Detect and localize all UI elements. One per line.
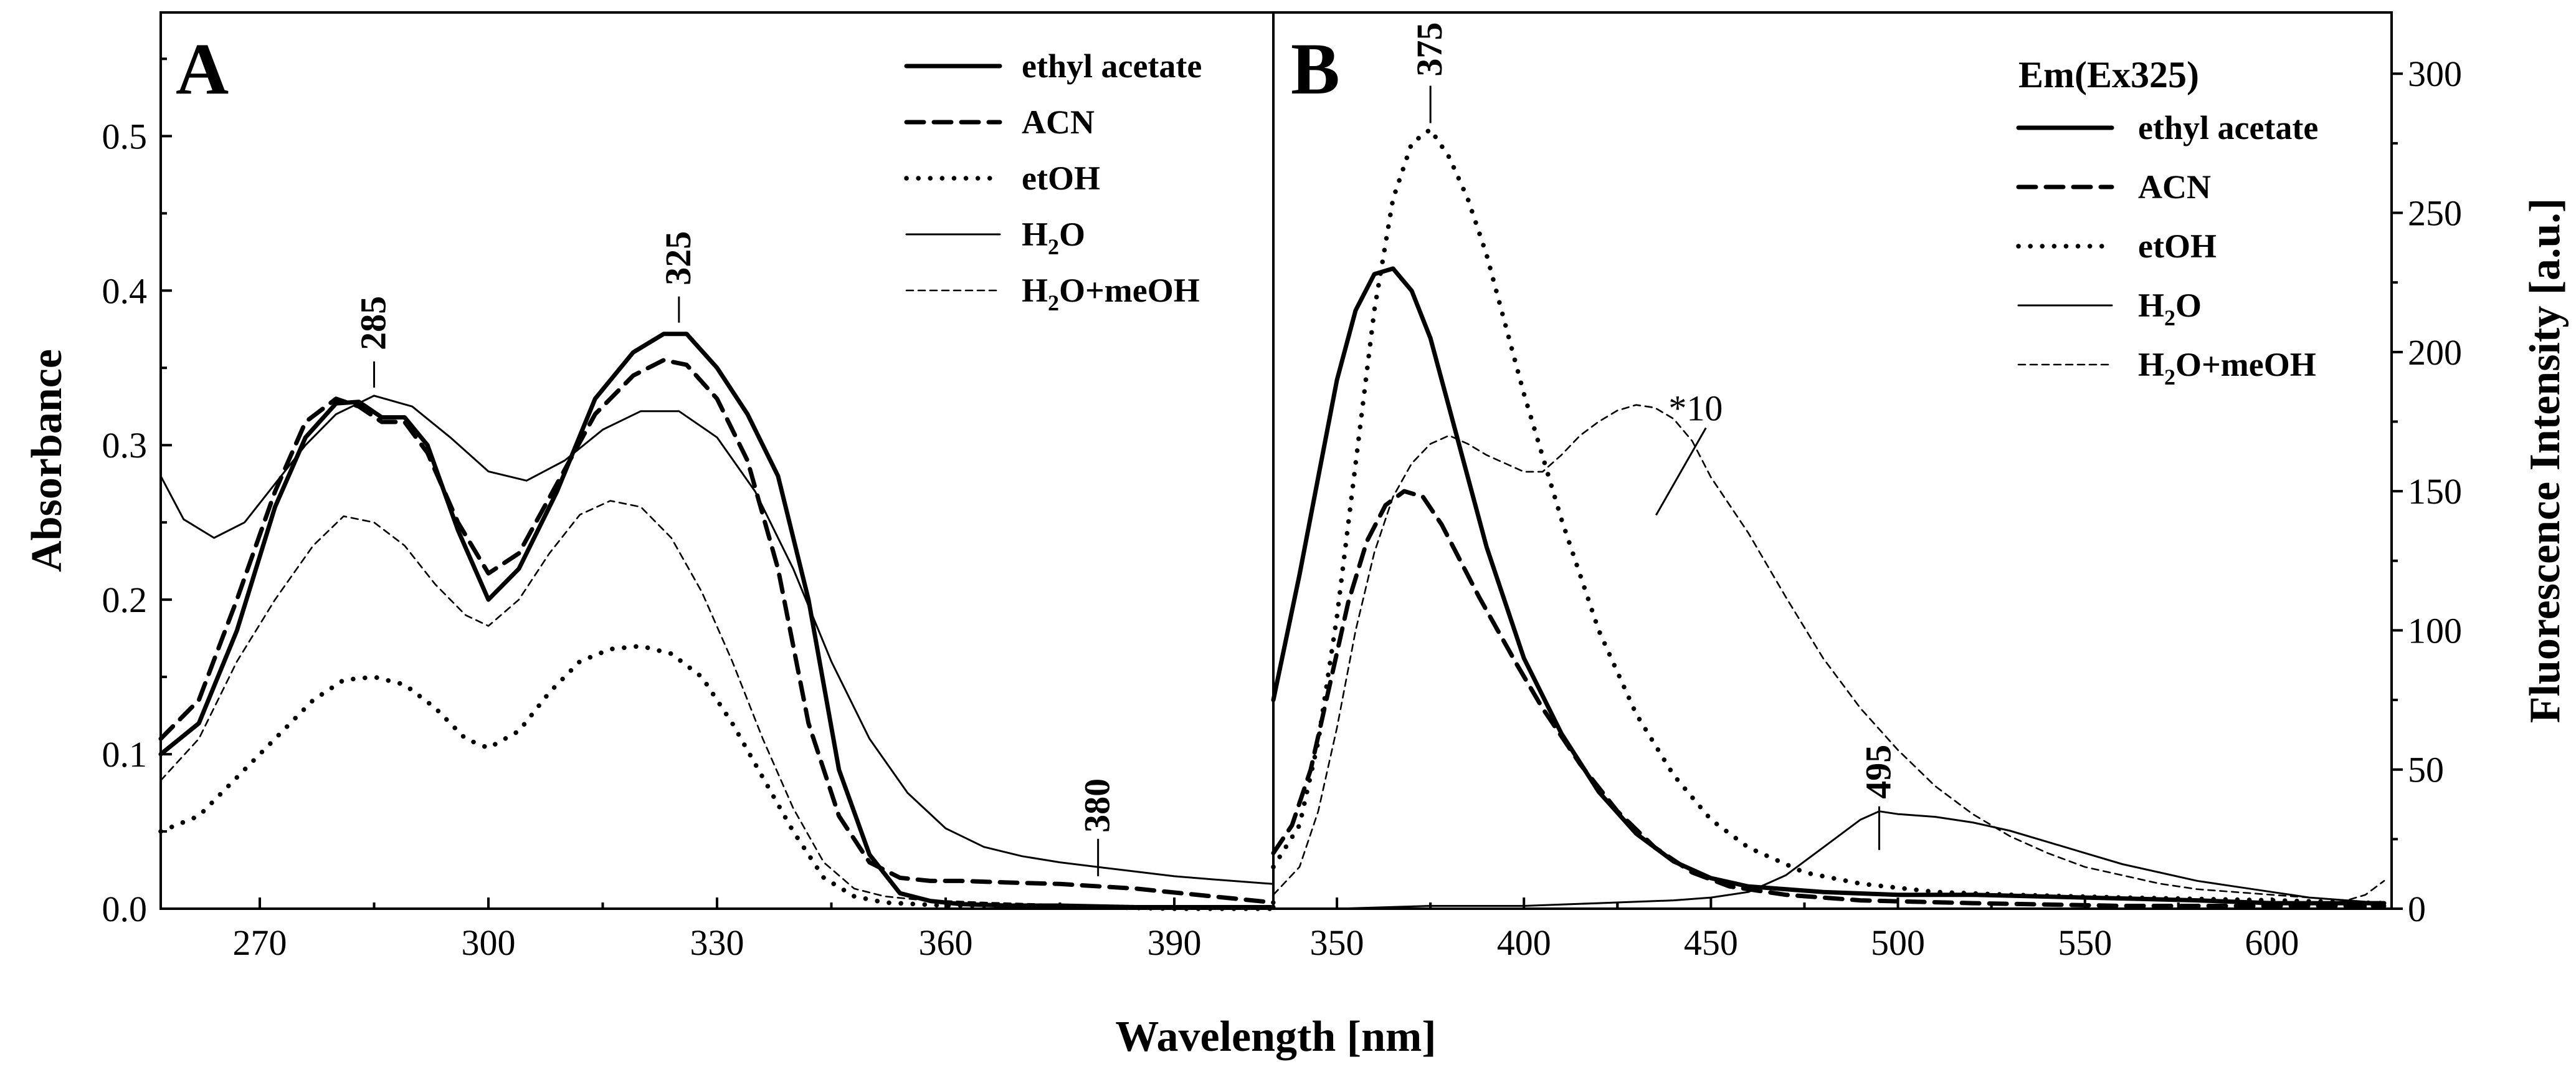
panel-b-plot-frame (1272, 11, 2393, 910)
panel-a-series-h2o-meoh (159, 500, 1275, 910)
panel-b-annotation-leader (1655, 427, 1707, 516)
panel-b-y-tick-label: 0 (2408, 889, 2426, 929)
panel-a-y-axis-title: Absorbance (23, 349, 71, 572)
panel-b-y-tick-label: 250 (2408, 193, 2462, 234)
panel-b-peak-label: 495 (1858, 745, 1899, 799)
panel-b-x-tick-label: 400 (1497, 922, 1551, 963)
panel-b-series-etoh (1271, 127, 2387, 906)
x-axis-title: Wavelength [nm] (1115, 1013, 1436, 1061)
panel-a-letter: A (176, 28, 229, 110)
panel-b-legend-title: Em(Ex325) (2018, 54, 2199, 95)
panel-b-series-group (1271, 127, 2387, 910)
panel-b-y-tick-label: 50 (2408, 750, 2444, 790)
panel-b-legend-label: ethyl acetate (2138, 109, 2318, 146)
panel-b-legend-label: H2O (2138, 287, 2202, 330)
panel-a-legend-label: etOH (1022, 160, 1100, 197)
panel-b-y-tick-label: 300 (2408, 54, 2462, 94)
panel-a-plot-frame (159, 11, 1275, 910)
panel-b-series-h2o-meoh (1272, 404, 2385, 901)
panel-b-legend-label: etOH (2138, 227, 2217, 265)
panel-b-y-tick-label: 150 (2408, 471, 2462, 512)
panel-b-y-tick-label: 200 (2408, 332, 2462, 373)
panel-b-x-tick-label: 450 (1684, 922, 1738, 963)
panel-a-peak-label: 380 (1077, 778, 1118, 833)
panel-b-x-tick-label: 600 (2245, 922, 2299, 963)
panel-a-legend: ethyl acetate ACN etOH H2O H2O+meOH (904, 47, 1202, 315)
panel-a-y-tick-label: 0.3 (102, 425, 148, 466)
panel-a-x-tick-label: 330 (690, 922, 744, 963)
panel-b-legend-label: ACN (2138, 168, 2211, 206)
panel-a-legend-label: H2O (1022, 216, 1085, 259)
panel-a-legend-label: ACN (1022, 103, 1095, 141)
panel-b-letter: B (1291, 28, 1340, 110)
panel-b-x-tick-label: 350 (1310, 922, 1364, 963)
panel-b: 375 495 *10 350 400 450 500 550 600 0 50 100 150 200… (1271, 11, 2569, 963)
panel-b-series-acn (1271, 489, 2387, 908)
panel-a-legend-label: H2O+meOH (1022, 272, 1200, 315)
panel-a-legend-label: ethyl acetate (1022, 47, 1202, 85)
panel-b-legend: Em(Ex325) ethyl acetate ACN etOH H2O H2O+meO… (2016, 54, 2318, 390)
panel-b-x-tick-label: 550 (2058, 922, 2112, 963)
panel-a-series-h2o (159, 395, 1275, 885)
panel-a-y-tick-label: 0.2 (102, 580, 148, 620)
panel-a-y-tick-label: 0.4 (102, 270, 148, 311)
panel-a-peak-label: 325 (658, 231, 698, 285)
panel-a-y-tick-label: 0.5 (102, 116, 148, 156)
panel-a-x-tick-label: 300 (462, 922, 516, 963)
panel-a-peak-label: 285 (353, 296, 394, 350)
panel-b-legend-label: H2O+meOH (2138, 346, 2316, 390)
panel-a-x-tick-label: 360 (918, 922, 972, 963)
panel-a-series-ethyl-acetate (158, 332, 1276, 909)
panel-b-ticks: 350 400 450 500 550 600 0 50 100 150 200 250 300 (1310, 54, 2462, 963)
panel-b-y-tick-label: 100 (2408, 610, 2462, 651)
panel-a-series-etoh (158, 643, 1276, 911)
panel-a-x-tick-label: 270 (233, 922, 287, 963)
panel-a-ticks: 270 300 330 360 390 0.0 0.1 0.2 0.3 0.4 0.5 (102, 57, 1201, 963)
panel-a-series-acn (158, 358, 1276, 905)
panel-a: 285 325 380 270 300 330 360 390 0.0 0.1 0.2 0.3 0.4… (23, 11, 1276, 963)
panel-b-series-h2o (1272, 810, 2385, 910)
panel-b-annotations: 375 495 *10 (1409, 22, 1899, 850)
panel-a-y-tick-label: 0.1 (102, 734, 148, 775)
panel-b-series-ethyl-acetate (1271, 266, 2387, 906)
panel-a-y-tick-label: 0.0 (102, 889, 148, 929)
panel-a-x-tick-label: 390 (1147, 922, 1201, 963)
panel-b-x-tick-label: 500 (1871, 922, 1925, 963)
panel-b-peak-label: 375 (1409, 22, 1450, 77)
panel-a-annotations: 285 325 380 (353, 231, 1118, 876)
panel-b-annotation-note: *10 (1668, 388, 1723, 428)
panel-b-y-axis-title: Fluorescence Intensity [a.u.] (2521, 198, 2569, 724)
